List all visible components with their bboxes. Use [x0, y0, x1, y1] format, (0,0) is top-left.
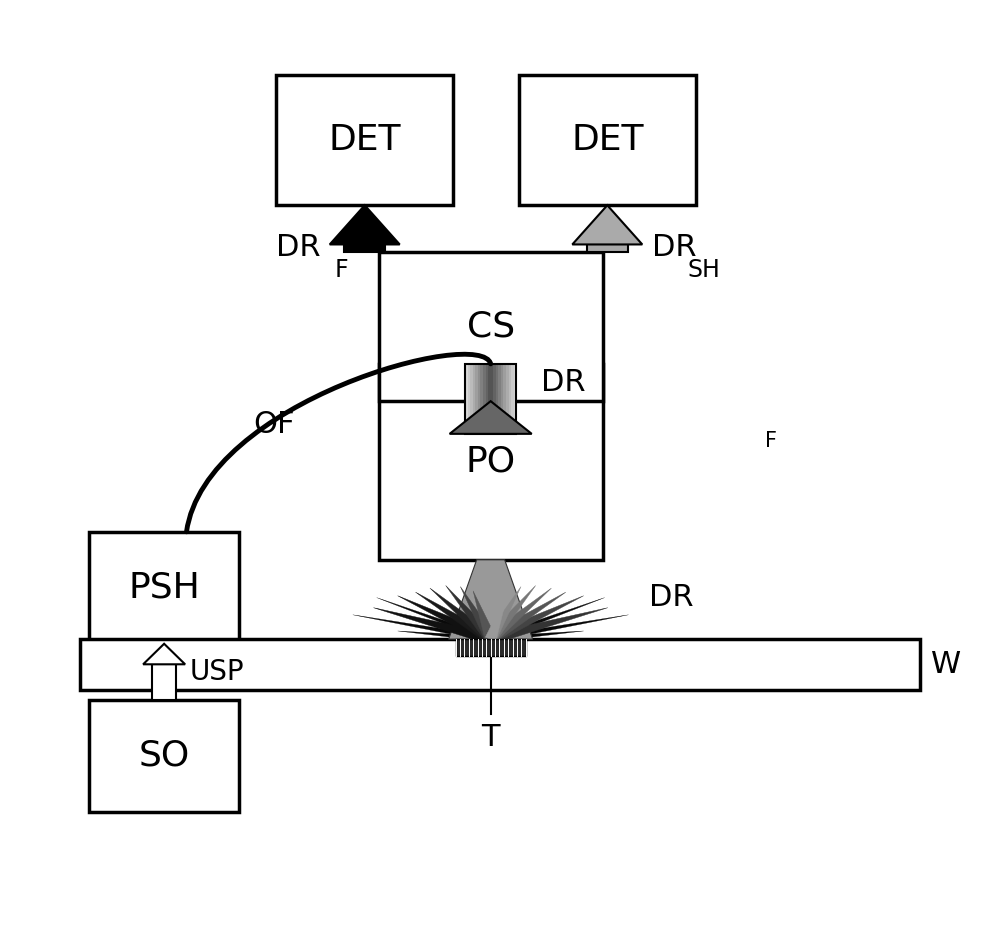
FancyBboxPatch shape [379, 252, 603, 401]
FancyBboxPatch shape [473, 364, 475, 434]
Polygon shape [489, 607, 608, 645]
FancyBboxPatch shape [456, 639, 526, 656]
FancyBboxPatch shape [587, 244, 628, 252]
FancyBboxPatch shape [519, 75, 696, 205]
Polygon shape [486, 586, 536, 643]
FancyBboxPatch shape [503, 364, 506, 434]
FancyBboxPatch shape [152, 664, 176, 700]
Polygon shape [488, 592, 566, 644]
Polygon shape [572, 205, 642, 244]
FancyBboxPatch shape [501, 364, 503, 434]
Polygon shape [374, 607, 492, 645]
FancyBboxPatch shape [498, 364, 501, 434]
Text: F: F [334, 258, 348, 283]
FancyBboxPatch shape [276, 75, 453, 205]
FancyBboxPatch shape [509, 364, 511, 434]
FancyBboxPatch shape [493, 364, 496, 434]
FancyBboxPatch shape [379, 364, 603, 560]
Polygon shape [377, 598, 492, 642]
FancyBboxPatch shape [488, 364, 491, 434]
FancyBboxPatch shape [491, 364, 493, 434]
Polygon shape [416, 592, 494, 644]
Polygon shape [143, 644, 185, 664]
Text: DR: DR [652, 232, 696, 262]
FancyBboxPatch shape [480, 364, 483, 434]
FancyBboxPatch shape [483, 364, 486, 434]
Polygon shape [446, 586, 495, 643]
FancyBboxPatch shape [506, 364, 509, 434]
Polygon shape [330, 205, 400, 244]
Text: DR: DR [276, 232, 320, 262]
FancyBboxPatch shape [89, 532, 239, 644]
Polygon shape [460, 587, 496, 642]
Polygon shape [398, 631, 491, 642]
Polygon shape [473, 591, 496, 641]
Text: F: F [765, 431, 777, 451]
Text: DR: DR [649, 582, 694, 612]
Polygon shape [398, 596, 493, 644]
Text: W: W [931, 650, 961, 679]
Text: SO: SO [138, 739, 190, 773]
Text: PSH: PSH [128, 571, 200, 605]
FancyBboxPatch shape [496, 364, 498, 434]
Text: DR: DR [541, 368, 586, 397]
FancyBboxPatch shape [468, 364, 470, 434]
FancyBboxPatch shape [344, 244, 385, 252]
Polygon shape [353, 615, 491, 642]
FancyBboxPatch shape [470, 364, 473, 434]
Text: DET: DET [328, 123, 401, 157]
Polygon shape [449, 560, 533, 639]
Text: T: T [481, 723, 500, 752]
Text: USP: USP [190, 658, 244, 686]
Text: CS: CS [467, 310, 515, 343]
FancyBboxPatch shape [514, 364, 516, 434]
Polygon shape [430, 588, 494, 644]
Text: PO: PO [466, 445, 516, 479]
FancyBboxPatch shape [80, 639, 920, 690]
FancyBboxPatch shape [475, 364, 478, 434]
Polygon shape [485, 591, 508, 641]
Polygon shape [490, 615, 628, 642]
FancyBboxPatch shape [89, 700, 239, 812]
Polygon shape [488, 596, 584, 644]
Text: SH: SH [687, 258, 720, 283]
FancyBboxPatch shape [511, 364, 514, 434]
FancyBboxPatch shape [478, 364, 480, 434]
Polygon shape [486, 587, 521, 642]
FancyBboxPatch shape [465, 364, 468, 434]
Text: DET: DET [571, 123, 644, 157]
Polygon shape [487, 588, 551, 644]
Polygon shape [490, 598, 605, 642]
Polygon shape [490, 631, 584, 642]
Text: OF: OF [253, 410, 294, 439]
FancyBboxPatch shape [486, 364, 488, 434]
Polygon shape [450, 401, 532, 434]
